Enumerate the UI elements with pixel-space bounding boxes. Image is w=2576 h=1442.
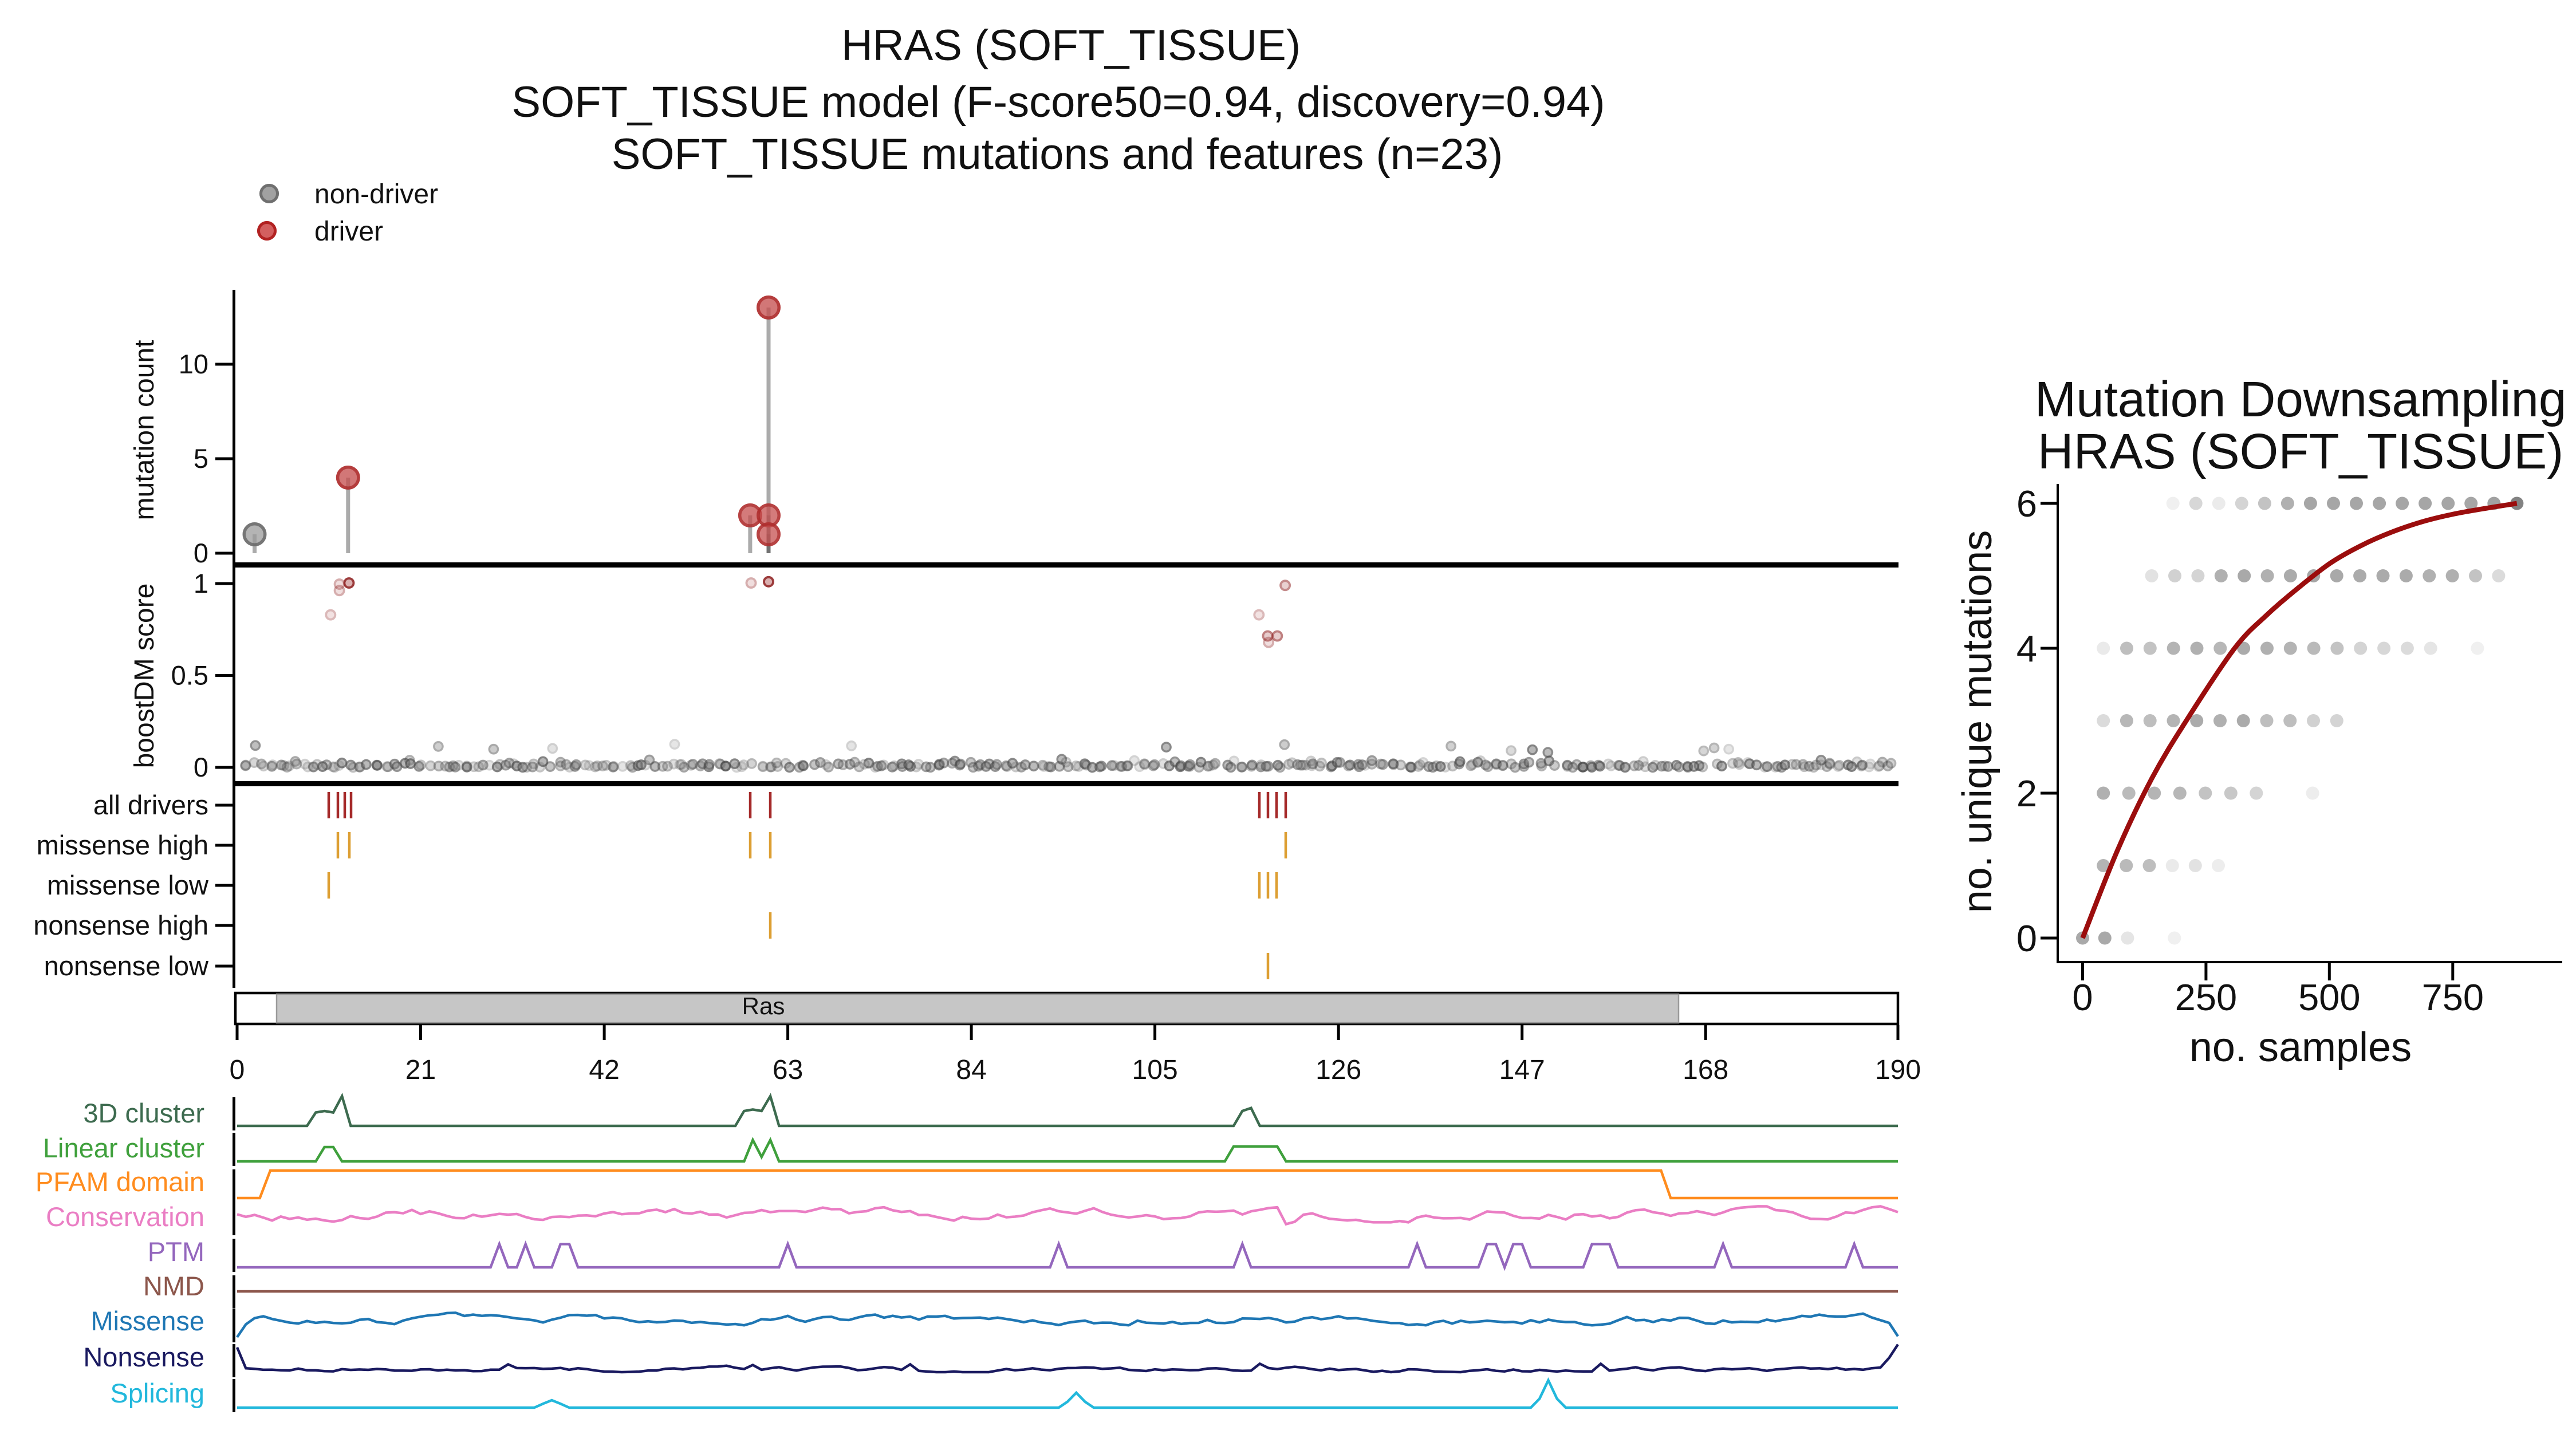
svg-text:4: 4 — [2016, 628, 2037, 669]
svg-text:missense high: missense high — [37, 830, 208, 860]
svg-text:250: 250 — [2175, 976, 2237, 1018]
svg-text:1: 1 — [194, 568, 208, 598]
svg-text:PFAM domain: PFAM domain — [36, 1167, 204, 1197]
svg-text:500: 500 — [2298, 976, 2360, 1018]
svg-text:driver: driver — [314, 216, 383, 247]
svg-text:non-driver: non-driver — [314, 179, 438, 210]
svg-text:all drivers: all drivers — [93, 790, 208, 820]
svg-text:Conservation: Conservation — [46, 1201, 204, 1232]
svg-text:Splicing: Splicing — [110, 1378, 204, 1408]
svg-text:6: 6 — [2016, 483, 2037, 525]
svg-text:63: 63 — [773, 1055, 803, 1085]
svg-text:0: 0 — [230, 1055, 245, 1085]
svg-text:PTM: PTM — [148, 1236, 204, 1267]
svg-text:nonsense low: nonsense low — [44, 951, 209, 981]
svg-text:0: 0 — [194, 538, 208, 568]
svg-text:147: 147 — [1499, 1055, 1545, 1085]
svg-text:5: 5 — [194, 443, 208, 474]
svg-text:Linear cluster: Linear cluster — [43, 1133, 204, 1163]
svg-text:NMD: NMD — [143, 1271, 204, 1301]
svg-text:Ras: Ras — [742, 992, 785, 1019]
svg-text:SOFT_TISSUE mutations and feat: SOFT_TISSUE mutations and features (n=23… — [612, 130, 1503, 179]
svg-text:0: 0 — [2072, 976, 2093, 1018]
svg-text:42: 42 — [589, 1055, 619, 1085]
svg-text:2: 2 — [2016, 773, 2037, 814]
svg-text:mutation count: mutation count — [129, 340, 160, 521]
svg-text:Nonsense: Nonsense — [83, 1342, 204, 1372]
svg-text:HRAS (SOFT_TISSUE): HRAS (SOFT_TISSUE) — [841, 21, 1301, 70]
svg-text:HRAS (SOFT_TISSUE): HRAS (SOFT_TISSUE) — [2038, 424, 2563, 479]
svg-text:126: 126 — [1315, 1055, 1361, 1085]
svg-text:168: 168 — [1683, 1055, 1728, 1085]
svg-text:190: 190 — [1875, 1055, 1921, 1085]
svg-text:105: 105 — [1132, 1055, 1178, 1085]
svg-text:3D cluster: 3D cluster — [83, 1098, 204, 1128]
svg-text:10: 10 — [179, 349, 208, 379]
svg-text:nonsense high: nonsense high — [33, 910, 208, 940]
svg-text:0.5: 0.5 — [171, 660, 208, 691]
svg-text:84: 84 — [956, 1055, 986, 1085]
svg-text:no. samples: no. samples — [2189, 1025, 2412, 1070]
svg-text:0: 0 — [194, 752, 208, 782]
svg-text:SOFT_TISSUE model (F-score50=0: SOFT_TISSUE model (F-score50=0.94, disco… — [511, 78, 1605, 127]
svg-text:boostDM score: boostDM score — [129, 584, 160, 769]
svg-text:Missense: Missense — [90, 1306, 204, 1336]
svg-text:0: 0 — [2016, 917, 2037, 959]
svg-text:Mutation Downsampling: Mutation Downsampling — [2035, 372, 2566, 427]
svg-text:750: 750 — [2422, 976, 2484, 1018]
svg-text:no. unique mutations: no. unique mutations — [1955, 530, 2000, 913]
svg-text:21: 21 — [405, 1055, 436, 1085]
svg-text:missense low: missense low — [47, 870, 209, 900]
